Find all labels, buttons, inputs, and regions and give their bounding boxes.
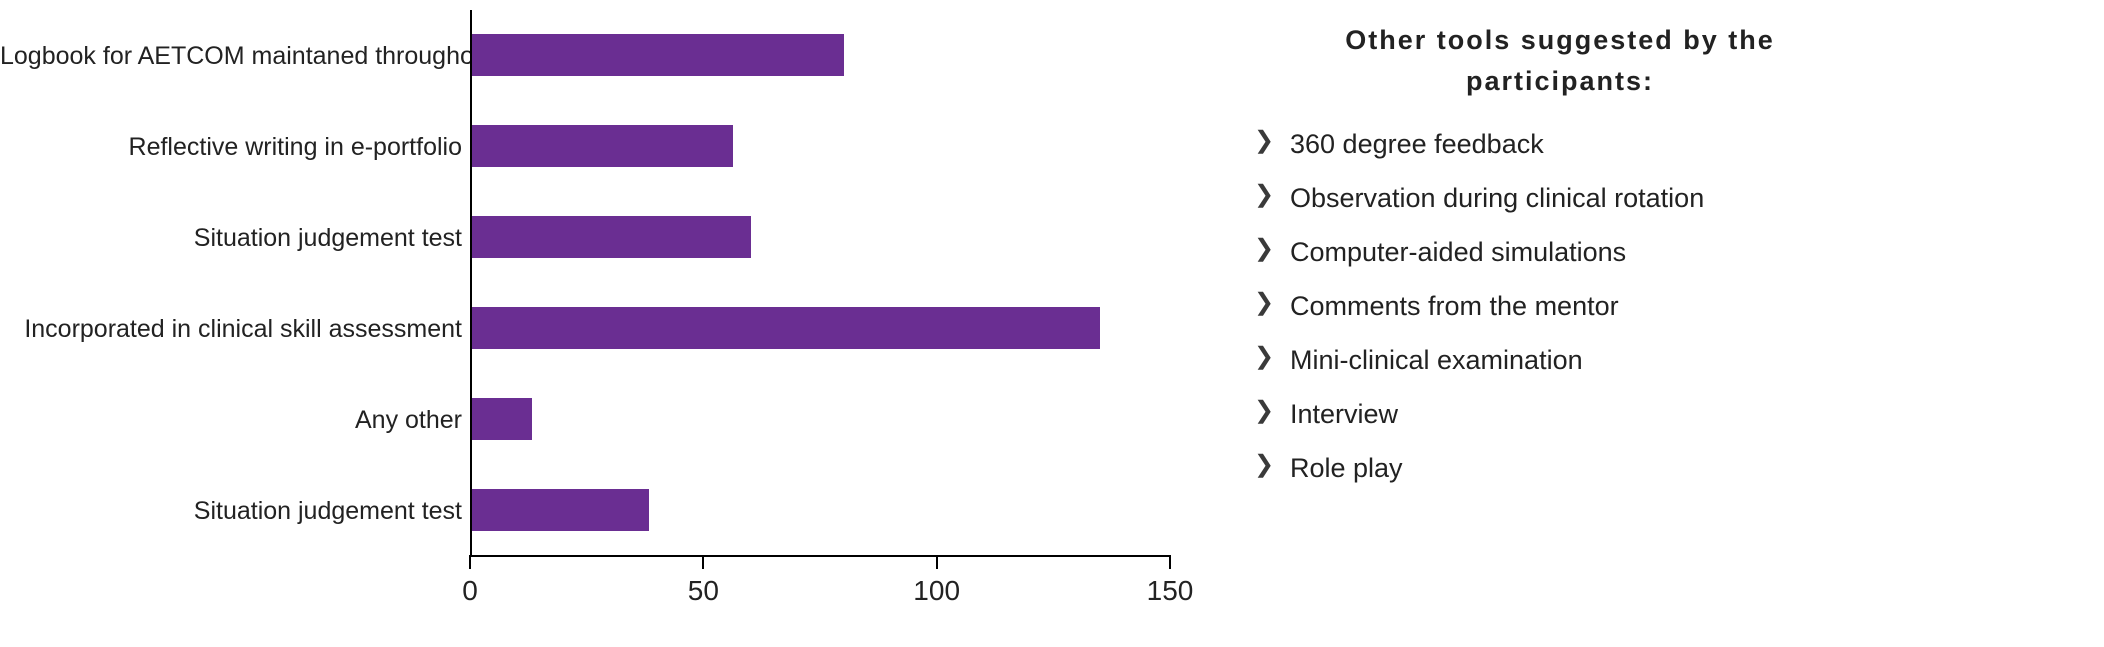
y-label: Incorporated in clinical skill assessmen… [0, 314, 470, 344]
x-tick-mark [702, 555, 704, 569]
side-panel-list: 360 degree feedback Observation during c… [1250, 117, 2104, 495]
bar [472, 34, 844, 76]
x-axis: 0 50 100 150 [470, 557, 1170, 647]
x-tick: 150 [1170, 557, 1171, 569]
list-item: Interview [1250, 387, 2104, 441]
side-panel-title: Other tools suggested by the participant… [1250, 20, 1870, 101]
list-item: 360 degree feedback [1250, 117, 2104, 171]
bar [472, 125, 733, 167]
bars [472, 10, 1170, 555]
x-tick: 100 [937, 557, 938, 569]
x-tick-mark [1169, 555, 1171, 569]
y-label: Situation judgement test [0, 223, 470, 253]
x-tick-mark [469, 555, 471, 569]
x-tick-label: 0 [462, 575, 478, 607]
bar [472, 216, 751, 258]
bar [472, 489, 649, 531]
list-item: Mini-clinical examination [1250, 333, 2104, 387]
plot-area [470, 10, 1170, 557]
figure-root: Logbook for AETCOM maintaned throughout … [0, 0, 2104, 647]
x-tick-mark [936, 555, 938, 569]
list-item: Role play [1250, 441, 2104, 495]
y-axis-labels: Logbook for AETCOM maintaned throughout … [0, 0, 470, 647]
bar [472, 307, 1100, 349]
side-panel: Other tools suggested by the participant… [1170, 0, 2104, 647]
list-item: Observation during clinical rotation [1250, 171, 2104, 225]
y-label: Situation judgement test [0, 496, 470, 526]
y-label: Logbook for AETCOM maintaned throughout [0, 41, 470, 71]
list-item: Comments from the mentor [1250, 279, 2104, 333]
x-tick: 0 [470, 557, 471, 569]
chart-area: 0 50 100 150 [470, 0, 1170, 647]
y-label: Reflective writing in e-portfolio [0, 132, 470, 162]
x-tick-label: 150 [1147, 575, 1194, 607]
list-item: Computer-aided simulations [1250, 225, 2104, 279]
x-tick-label: 100 [913, 575, 960, 607]
x-tick: 50 [703, 557, 704, 569]
y-label: Any other [0, 405, 470, 435]
x-tick-label: 50 [688, 575, 719, 607]
bar [472, 398, 532, 440]
